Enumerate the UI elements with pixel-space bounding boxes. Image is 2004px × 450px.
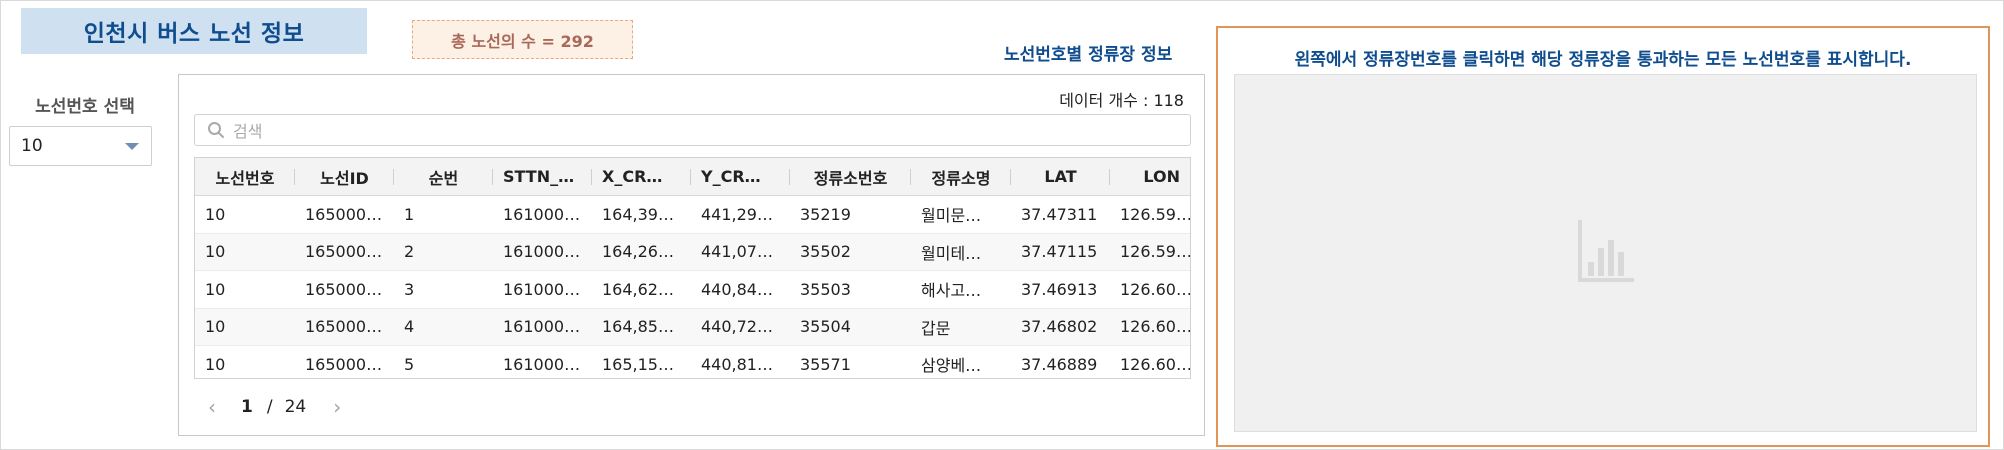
table-cell: 37.46913 bbox=[1021, 279, 1098, 299]
table-cell: 10 bbox=[205, 279, 226, 299]
table-cell: 164,39… bbox=[602, 204, 674, 224]
table-cell: 월미테… bbox=[921, 243, 982, 263]
table-cell: 2 bbox=[404, 242, 415, 262]
column-header[interactable]: 노선ID bbox=[295, 158, 394, 195]
table-cell: 164,26… bbox=[602, 242, 674, 262]
column-header[interactable]: LON bbox=[1143, 167, 1180, 186]
column-header[interactable]: LAT bbox=[1011, 158, 1110, 195]
table-cell: 165000… bbox=[305, 354, 383, 374]
stops-grid: 노선번호 노선ID 순번 STTN_… X_CR… Y_CR… 정류소번호 정류… bbox=[194, 157, 1191, 379]
table-cell: 10 bbox=[205, 317, 226, 337]
table-cell[interactable]: 35571 bbox=[800, 354, 851, 374]
table-cell: 165000… bbox=[305, 317, 383, 337]
pagination: ‹ 1 / 24 › bbox=[201, 393, 348, 421]
table-cell: 161000… bbox=[503, 354, 581, 374]
table-cell: 3 bbox=[404, 279, 415, 299]
table-cell: 37.47311 bbox=[1021, 204, 1098, 224]
table-cell: 161000… bbox=[503, 204, 581, 224]
table-cell: 37.46889 bbox=[1021, 354, 1098, 374]
table-cell[interactable]: 35219 bbox=[800, 204, 851, 224]
column-header[interactable]: Y_CR… bbox=[691, 158, 790, 195]
table-cell: 165000… bbox=[305, 279, 383, 299]
route-select-value: 10 bbox=[21, 136, 43, 156]
page-title: 인천시 버스 노선 정보 bbox=[83, 21, 305, 47]
table-cell[interactable]: 35502 bbox=[800, 242, 851, 262]
stops-section-heading: 노선번호별 정류장 정보 bbox=[1004, 45, 1173, 65]
column-header[interactable]: 정류소번호 bbox=[790, 158, 911, 195]
total-routes-text: 총 노선의 수 = 292 bbox=[451, 31, 594, 51]
table-cell: 165000… bbox=[305, 204, 383, 224]
table-cell: 1 bbox=[404, 204, 415, 224]
table-cell: 5 bbox=[404, 354, 415, 374]
table-cell: 126.59… bbox=[1120, 242, 1190, 262]
title-banner: 인천시 버스 노선 정보 bbox=[21, 8, 367, 54]
table-cell: 해사고… bbox=[921, 281, 982, 301]
table-cell: 4 bbox=[404, 317, 415, 337]
table-row[interactable]: 10 165000… 3 161000… 164,62… 440,84… 355… bbox=[195, 271, 1190, 309]
table-cell: 440,84… bbox=[701, 279, 773, 299]
total-routes-box: 총 노선의 수 = 292 bbox=[412, 20, 633, 59]
table-cell: 161000… bbox=[503, 279, 581, 299]
table-cell: 164,62… bbox=[602, 279, 674, 299]
table-cell: 440,72… bbox=[701, 317, 773, 337]
search-icon bbox=[207, 121, 225, 139]
page-separator: / bbox=[266, 397, 273, 417]
total-pages: 24 bbox=[284, 397, 307, 417]
table-cell: 126.60… bbox=[1120, 354, 1190, 374]
table-cell[interactable]: 35504 bbox=[800, 317, 851, 337]
grid-header-row: 노선번호 노선ID 순번 STTN_… X_CR… Y_CR… 정류소번호 정류… bbox=[195, 158, 1190, 196]
chevron-down-icon bbox=[125, 143, 139, 150]
column-header[interactable]: 순번 bbox=[394, 158, 493, 195]
table-cell: 165000… bbox=[305, 242, 383, 262]
table-cell: 441,29… bbox=[701, 204, 773, 224]
route-select-label: 노선번호 선택 bbox=[35, 97, 135, 117]
data-count: 데이터 개수 : 118 bbox=[1059, 91, 1184, 110]
column-header[interactable]: 노선번호 bbox=[195, 158, 295, 195]
table-cell[interactable]: 35503 bbox=[800, 279, 851, 299]
table-row[interactable]: 10 165000… 1 161000… 164,39… 441,29… 352… bbox=[195, 196, 1190, 234]
table-cell: 월미문… bbox=[921, 206, 982, 226]
route-detail-panel: 왼쪽에서 정류장번호를 클릭하면 해당 정류장을 통과하는 모든 노선번호를 표… bbox=[1216, 26, 1990, 447]
search-placeholder: 검색 bbox=[233, 122, 263, 141]
table-cell: 10 bbox=[205, 354, 226, 374]
table-cell: 161000… bbox=[503, 317, 581, 337]
table-cell: 165,15… bbox=[602, 354, 674, 374]
table-cell: 37.46802 bbox=[1021, 317, 1098, 337]
table-row[interactable]: 10 165000… 4 161000… 164,85… 440,72… 355… bbox=[195, 308, 1190, 346]
table-cell: 37.47115 bbox=[1021, 242, 1098, 262]
table-cell: 161000… bbox=[503, 242, 581, 262]
table-cell: 126.59… bbox=[1120, 204, 1190, 224]
column-header[interactable]: 정류소명 bbox=[911, 158, 1011, 195]
chevron-right-icon[interactable]: › bbox=[333, 395, 342, 419]
route-select-dropdown[interactable]: 10 bbox=[9, 126, 152, 166]
chevron-left-icon[interactable]: ‹ bbox=[208, 395, 216, 419]
table-cell: 440,81… bbox=[701, 354, 773, 374]
table-cell: 10 bbox=[205, 204, 226, 224]
table-cell: 164,85… bbox=[602, 317, 674, 337]
column-header[interactable]: X_CR… bbox=[592, 158, 691, 195]
stops-table-panel: 데이터 개수 : 118 검색 노선번호 노선ID 순번 STTN_… X_CR… bbox=[178, 74, 1205, 436]
table-cell: 126.60… bbox=[1120, 317, 1190, 337]
empty-chart-area bbox=[1234, 74, 1977, 432]
table-row[interactable]: 10 165000… 5 161000… 165,15… 440,81… 355… bbox=[195, 346, 1190, 378]
bar-chart-icon bbox=[1576, 218, 1636, 288]
table-cell: 갑문 bbox=[921, 318, 951, 338]
table-cell: 10 bbox=[205, 242, 226, 262]
column-header[interactable]: STTN_… bbox=[493, 158, 592, 195]
table-cell: 삼양베… bbox=[921, 356, 982, 376]
search-input[interactable]: 검색 bbox=[194, 114, 1191, 146]
table-row[interactable]: 10 165000… 2 161000… 164,26… 441,07… 355… bbox=[195, 233, 1190, 271]
table-cell: 126.60… bbox=[1120, 279, 1190, 299]
route-detail-heading: 왼쪽에서 정류장번호를 클릭하면 해당 정류장을 통과하는 모든 노선번호를 표… bbox=[1294, 50, 1912, 70]
table-cell: 441,07… bbox=[701, 242, 773, 262]
current-page: 1 bbox=[241, 397, 253, 417]
